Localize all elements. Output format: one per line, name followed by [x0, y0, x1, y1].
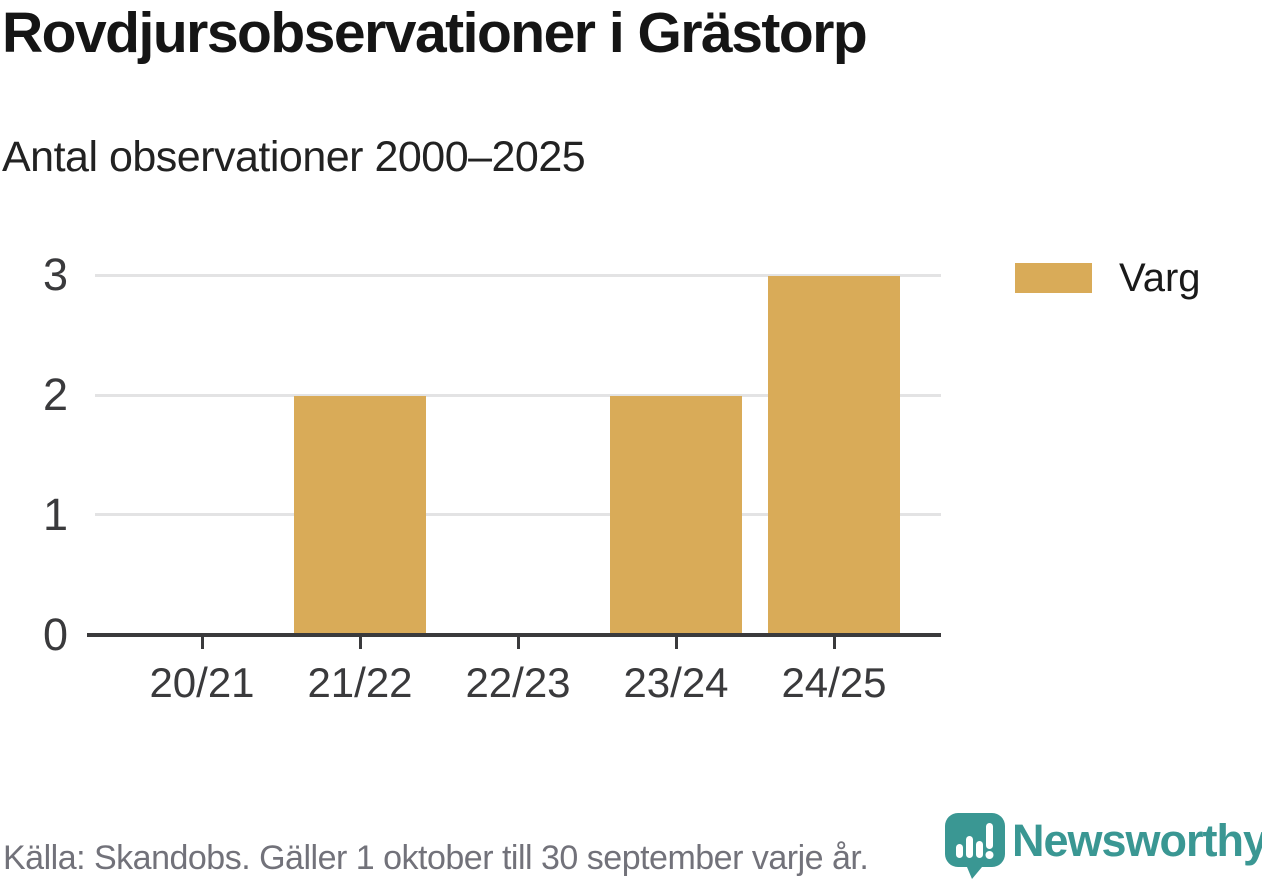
legend: Varg — [1015, 256, 1201, 300]
chart-title: Rovdjursobservationer i Grästorp — [2, 1, 868, 65]
y-axis-tick-label: 3 — [42, 249, 68, 301]
x-axis-tick-label: 23/24 — [623, 659, 729, 706]
gridline-y2 — [95, 393, 941, 397]
x-axis-tick-label: 21/22 — [307, 659, 413, 706]
x-axis-tick — [832, 637, 836, 649]
y-axis-tick-label: 0 — [42, 608, 68, 660]
y-axis-tick-label: 1 — [42, 488, 68, 540]
bar-23/24 — [610, 395, 742, 633]
chart-subtitle: Antal observationer 2000–2025 — [2, 133, 586, 181]
x-axis-tick-label: 24/25 — [781, 659, 887, 706]
legend-swatch-varg — [1015, 263, 1092, 293]
legend-label-varg: Varg — [1119, 256, 1201, 300]
bar-chart-plot-area: 0 1 2 3 20/21 21/22 22/23 23/24 24/25 — [0, 249, 941, 705]
gridline-y1 — [95, 513, 941, 517]
bar-21/22 — [294, 395, 426, 633]
bar-24/25 — [768, 275, 900, 633]
gridline-y3 — [95, 273, 941, 277]
y-axis-tick-label: 2 — [42, 369, 68, 421]
newsworthy-brand: Newsworthy — [944, 810, 1262, 879]
source-note: Källa: Skandobs. Gäller 1 oktober till 3… — [3, 839, 869, 877]
x-axis-tick — [516, 637, 520, 649]
x-axis-tick — [358, 637, 362, 649]
newsworthy-logo-icon — [945, 813, 1005, 879]
x-axis-tick — [674, 637, 678, 649]
newsworthy-wordmark: Newsworthy — [1012, 815, 1262, 866]
x-axis-tick-label: 22/23 — [465, 659, 571, 706]
x-axis-line — [87, 633, 941, 637]
x-axis-tick-label: 20/21 — [149, 659, 255, 706]
x-axis-tick — [200, 637, 204, 649]
